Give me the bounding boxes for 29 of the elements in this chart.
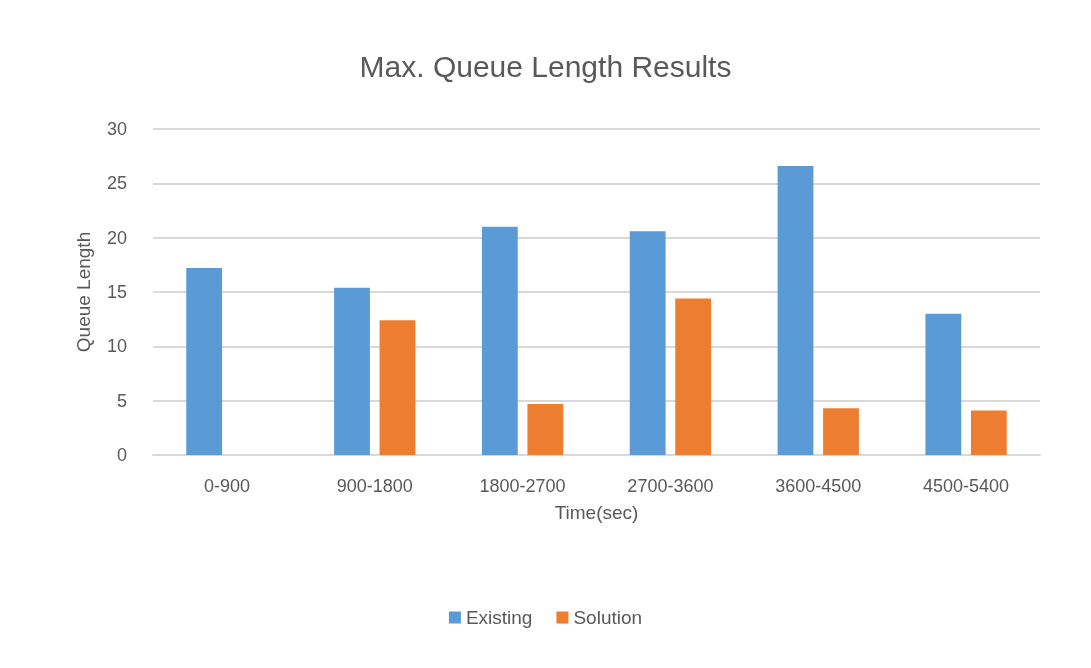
bar — [334, 287, 370, 455]
bar — [481, 226, 518, 455]
bar — [823, 408, 859, 455]
y-tick-label: 30 — [106, 119, 127, 139]
x-tick-label: 2700-3600 — [627, 476, 714, 496]
bar — [186, 268, 223, 455]
bar — [629, 231, 666, 455]
bar — [925, 313, 962, 455]
bar — [379, 320, 416, 455]
bar — [970, 410, 1007, 455]
bar — [777, 165, 814, 455]
x-tick-label: 4500-5400 — [923, 476, 1010, 496]
x-tick-label: 0-900 — [203, 476, 250, 496]
y-tick-label: 25 — [106, 173, 127, 194]
x-tick-label: 1800-2700 — [479, 476, 566, 496]
x-tick-label: 3600-4500 — [775, 476, 862, 496]
y-tick-label: 20 — [106, 227, 127, 248]
legend-label: Existing — [465, 607, 533, 628]
y-axis-title: Queue Length — [73, 231, 94, 353]
y-tick-label: 5 — [116, 390, 127, 411]
x-axis-title: Time(sec) — [554, 502, 639, 523]
y-tick-label: 0 — [116, 445, 127, 465]
x-tick-label: 900-1800 — [336, 476, 413, 496]
y-tick-label: 15 — [106, 282, 127, 302]
bar — [675, 298, 712, 455]
chart-title: Max. Queue Length Results — [359, 49, 732, 83]
legend-label: Solution — [573, 607, 643, 628]
bar — [527, 403, 564, 455]
y-tick-label: 10 — [106, 336, 127, 357]
